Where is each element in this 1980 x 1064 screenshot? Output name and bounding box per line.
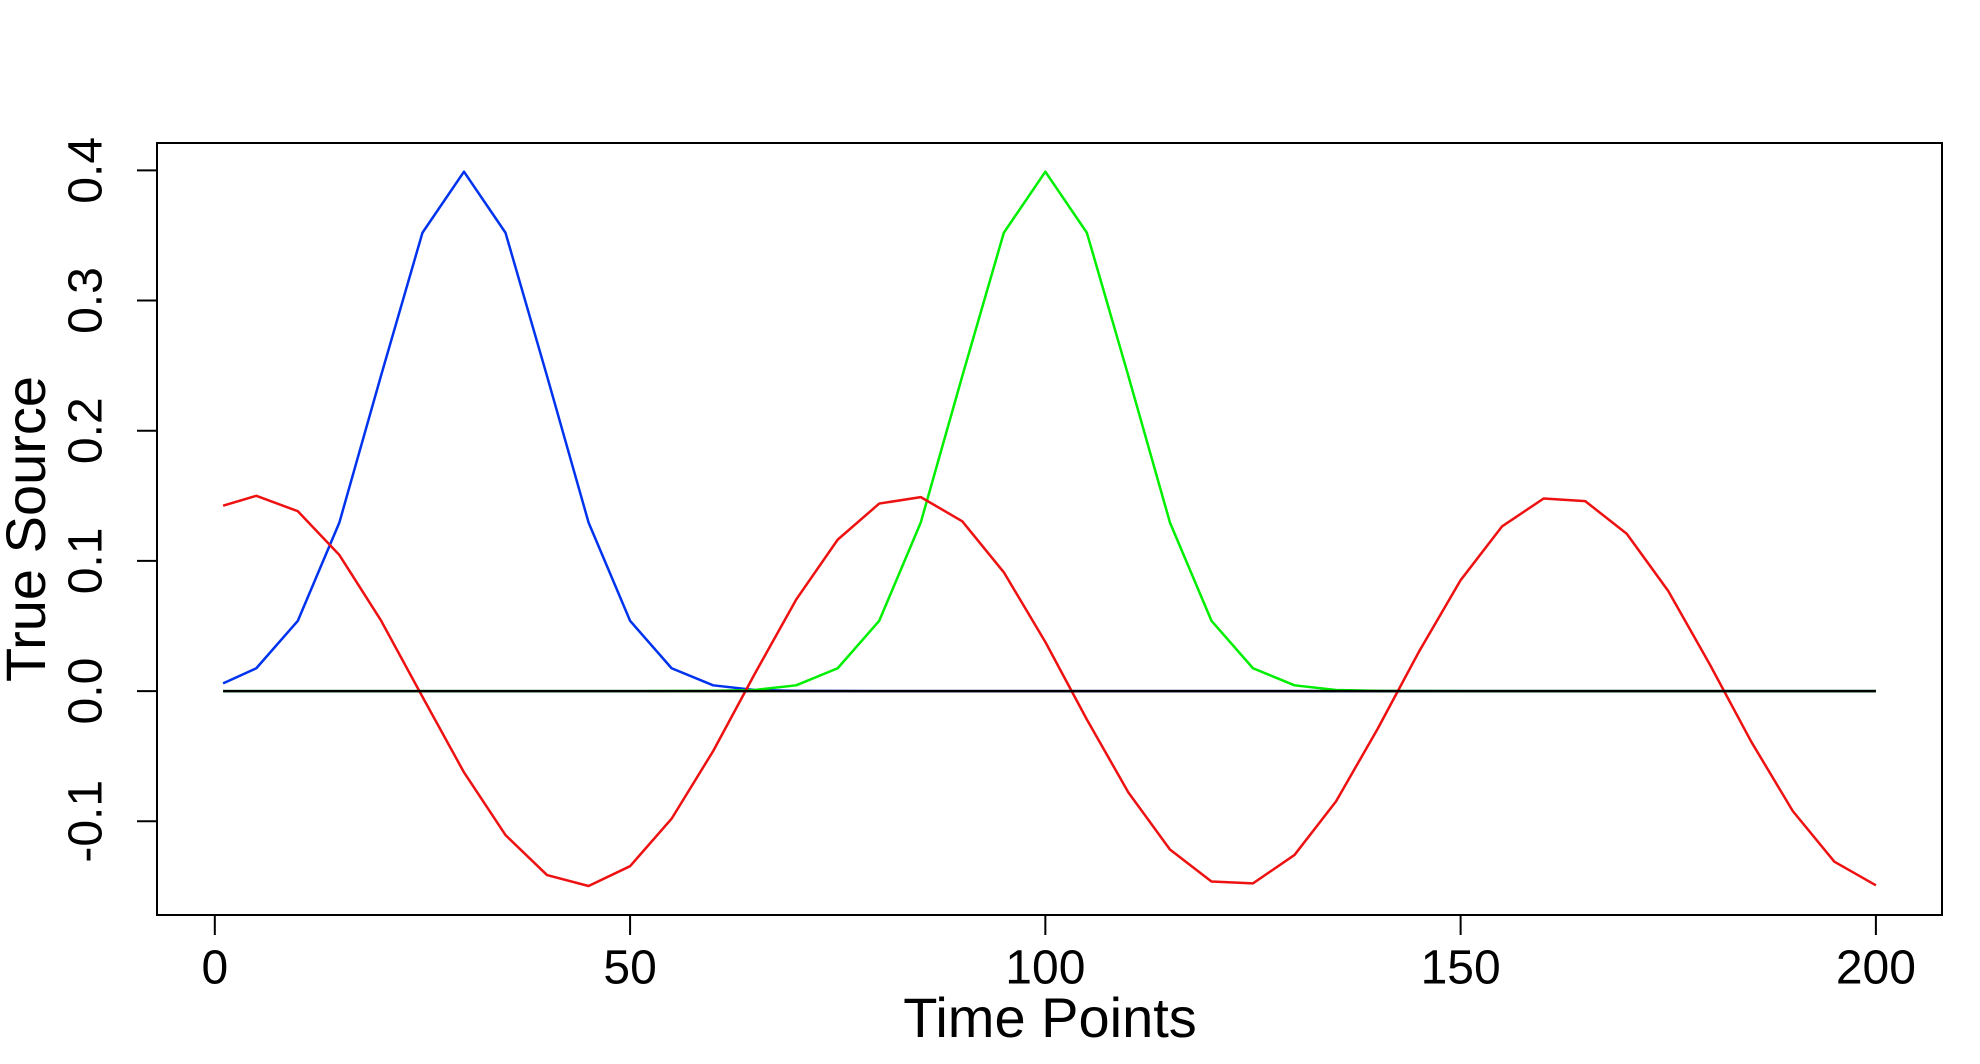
- y-tick-label: 0.4: [60, 137, 113, 204]
- y-tick-label: 0.1: [60, 528, 113, 595]
- y-tick-label: -0.1: [60, 780, 113, 863]
- x-tick-label: 50: [603, 942, 656, 995]
- x-axis-title: Time Points: [903, 986, 1197, 1049]
- y-axis-title: True Source: [0, 376, 57, 682]
- y-tick-label: 0.3: [60, 267, 113, 334]
- series-line: [223, 170, 1876, 693]
- series-line: [222, 170, 1876, 693]
- x-tick-label: 100: [1005, 942, 1085, 995]
- y-tick-label: 0.2: [60, 397, 113, 464]
- y-tick-label: 0.0: [60, 658, 113, 725]
- x-tick-label: 200: [1836, 942, 1916, 995]
- plot-frame: [156, 142, 1943, 916]
- x-tick-label: 150: [1421, 942, 1501, 995]
- series-line: [222, 494, 1877, 888]
- x-tick-label: 0: [201, 942, 228, 995]
